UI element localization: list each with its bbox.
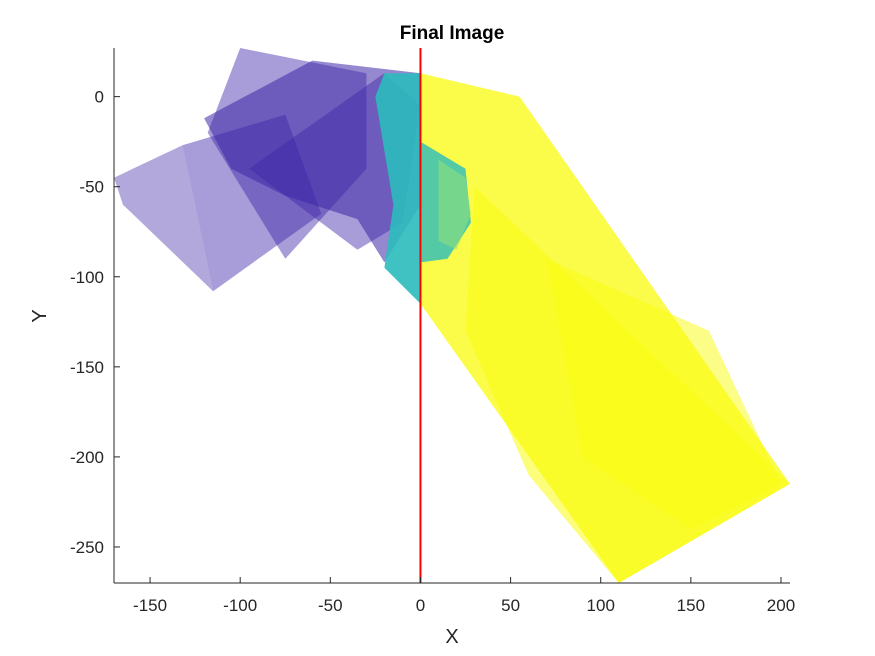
x-axis-label: X <box>445 626 458 648</box>
y-tick-label: -250 <box>70 538 104 557</box>
chart-title: Final Image <box>400 23 505 44</box>
x-tick-label: 200 <box>767 596 795 615</box>
point-cloud-6 <box>375 73 421 304</box>
point-cloud-layer <box>114 48 790 583</box>
y-tick-label: -50 <box>79 178 104 197</box>
x-tick-label: -50 <box>318 596 343 615</box>
x-tick-label: 150 <box>677 596 705 615</box>
y-tick-label: 0 <box>95 88 104 107</box>
axes: -150 -100 -50 0 50 100 150 200 0 -50 -100 -150 -200 -… <box>70 48 795 615</box>
y-tick-label: -100 <box>70 268 104 287</box>
y-axis-label: Y <box>29 309 51 322</box>
x-tick-label: -150 <box>133 596 167 615</box>
x-tick-label: 50 <box>501 596 520 615</box>
x-tick-label: -100 <box>223 596 257 615</box>
x-tick-label: 100 <box>587 596 615 615</box>
point-cloud-3 <box>114 145 214 292</box>
x-tick-label: 0 <box>416 596 425 615</box>
point-cloud-5 <box>204 60 421 263</box>
point-cloud-11 <box>438 159 471 250</box>
y-tick-label: -200 <box>70 448 104 467</box>
point-cloud-9 <box>546 258 781 529</box>
y-tick-label: -150 <box>70 358 104 377</box>
